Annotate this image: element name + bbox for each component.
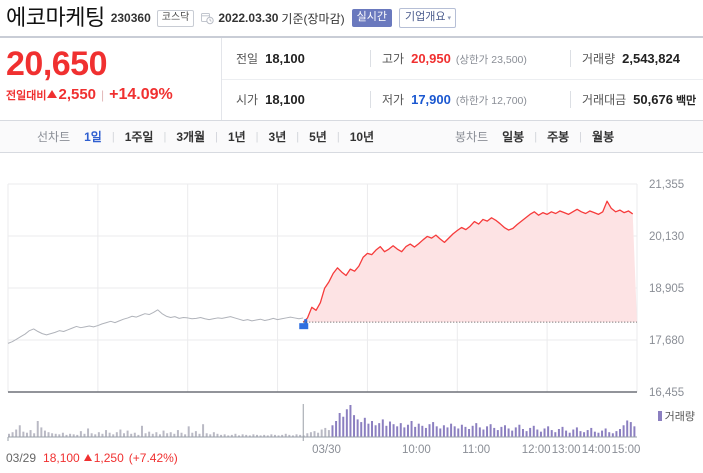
low-price-label: 저가 xyxy=(382,93,405,108)
high-price-value: 20,950 xyxy=(411,50,451,66)
chart-canvas[interactable]: 21,355 20,130 18,905 17,680 16,455 03/30 10:00… xyxy=(0,153,703,461)
low-price-value: 17,900 xyxy=(411,92,451,108)
prev-day-price: 18,100 xyxy=(43,451,80,465)
prev-close-value: 18,100 xyxy=(265,50,305,66)
price-panel: 20,650 전일대비 2,550 | +14.09% 전일 18,100 고가… xyxy=(0,38,703,121)
volume-legend-label: 거래량 xyxy=(664,411,695,423)
prev-day-summary: 03/29 18,100 1,250 (+7.42%) xyxy=(6,451,178,465)
page-header: 에코마케팅 230360 코스닥 2022.03.30 기준(장마감) 실시간 … xyxy=(0,0,703,38)
divider: | xyxy=(534,130,538,143)
lower-limit-value: (하한가 12,700) xyxy=(455,95,527,108)
tab-candle-weekly[interactable]: 주봉 xyxy=(547,130,570,144)
tab-candle-daily[interactable]: 일봉 xyxy=(502,130,525,144)
svg-text:14:00: 14:00 xyxy=(582,444,611,456)
svg-text:21,355: 21,355 xyxy=(649,179,684,191)
tab-period-10y[interactable]: 10년 xyxy=(349,130,375,144)
svg-text:15:00: 15:00 xyxy=(612,444,641,456)
prev-day-change: 1,250 xyxy=(93,451,124,465)
candle-chart-tabgroup: 봉차트 일봉 | 주봉 | 월봉 xyxy=(455,128,616,145)
clock-icon xyxy=(201,12,215,25)
stock-code: 230360 xyxy=(110,11,151,25)
price-change-percent: +14.09% xyxy=(109,85,173,103)
current-price: 20,650 xyxy=(6,45,108,83)
svg-text:16,455: 16,455 xyxy=(649,387,684,399)
triangle-up-icon xyxy=(83,454,92,461)
prev-close-cell: 전일 18,100 xyxy=(222,50,370,67)
price-change-row: 전일대비 2,550 | +14.09% xyxy=(6,86,221,104)
volume-cell: 거래량 2,543,824 xyxy=(570,49,703,67)
divider: | xyxy=(336,130,340,143)
chevron-down-icon: ▾ xyxy=(447,15,451,23)
volume-legend-swatch xyxy=(657,411,662,421)
price-detail-row-2: 시가 18,100 저가 17,900 (하한가 12,700) 거래대금 50… xyxy=(222,80,703,121)
divider: | xyxy=(579,130,583,143)
svg-text:20,130: 20,130 xyxy=(649,231,684,243)
price-change-label: 전일대비 xyxy=(6,89,47,102)
price-detail-grid: 전일 18,100 고가 20,950 (상한가 23,500) 거래량 2,5… xyxy=(222,38,703,120)
svg-text:18,905: 18,905 xyxy=(649,283,684,295)
tab-period-3y[interactable]: 3년 xyxy=(268,130,287,144)
intraday-chart[interactable]: 21,355 20,130 18,905 17,680 16,455 03/30 10:00… xyxy=(0,153,703,461)
high-price-cell: 고가 20,950 (상한가 23,500) xyxy=(370,49,570,67)
triangle-up-icon xyxy=(47,90,58,99)
volume-value: 2,543,824 xyxy=(622,50,680,66)
company-overview-dropdown[interactable]: 기업개요 ▾ xyxy=(399,8,456,28)
tab-candle-monthly[interactable]: 월봉 xyxy=(592,130,615,144)
svg-text:03/30: 03/30 xyxy=(312,444,341,456)
chart-tabbar: 선차트 1일 | 1주일 | 3개월 | 1년 | 3년 | 5년 | 10년 … xyxy=(0,121,703,153)
divider: | xyxy=(215,130,218,143)
svg-text:13:00: 13:00 xyxy=(552,444,581,456)
prev-day-date: 03/29 xyxy=(6,451,37,465)
tab-period-5y[interactable]: 5년 xyxy=(309,130,327,144)
high-price-label: 고가 xyxy=(382,51,405,66)
trade-amount-label: 거래대금 xyxy=(582,93,627,108)
realtime-badge[interactable]: 실시간 xyxy=(351,9,392,27)
open-price-label: 시가 xyxy=(236,93,259,108)
quote-basis: 기준(장마감) xyxy=(281,11,345,26)
svg-text:17,680: 17,680 xyxy=(649,335,684,347)
trade-amount-unit: 백만 xyxy=(675,95,697,108)
tab-period-1w[interactable]: 1주일 xyxy=(124,130,154,144)
prev-day-percent: (+7.42%) xyxy=(128,451,178,465)
volume-label: 거래량 xyxy=(582,51,616,66)
tab-period-1d[interactable]: 1일 xyxy=(84,130,102,144)
tab-period-3m[interactable]: 3개월 xyxy=(176,130,206,144)
market-badge: 코스닥 xyxy=(156,9,195,27)
divider: | xyxy=(111,130,115,143)
company-overview-label: 기업개요 xyxy=(405,11,446,24)
divider: | xyxy=(296,130,300,143)
chart-legend: 거래량 xyxy=(657,408,695,424)
current-price-block: 20,650 전일대비 2,550 | +14.09% xyxy=(0,38,222,120)
open-price-cell: 시가 18,100 xyxy=(222,91,370,108)
quote-date: 2022.03.30 xyxy=(218,11,279,25)
low-price-cell: 저가 17,900 (하한가 12,700) xyxy=(370,91,570,109)
page-title: 에코마케팅 xyxy=(6,5,105,30)
line-chart-label: 선차트 xyxy=(37,130,71,144)
svg-text:12:00: 12:00 xyxy=(522,444,551,456)
svg-text:10:00: 10:00 xyxy=(402,444,431,456)
trade-amount-value: 50,676 xyxy=(633,92,673,108)
divider: | xyxy=(101,87,105,102)
candle-chart-label: 봉차트 xyxy=(455,130,489,144)
price-change-value: 2,550 xyxy=(58,86,97,104)
open-price-value: 18,100 xyxy=(265,92,305,108)
prev-close-label: 전일 xyxy=(236,51,259,66)
divider: | xyxy=(255,130,259,143)
trade-amount-cell: 거래대금 50,676 백만 xyxy=(570,91,703,109)
upper-limit-value: (상한가 23,500) xyxy=(455,53,527,66)
svg-text:11:00: 11:00 xyxy=(462,444,490,456)
line-chart-tabgroup: 선차트 1일 | 1주일 | 3개월 | 1년 | 3년 | 5년 | 10년 xyxy=(37,128,376,145)
tab-period-1y[interactable]: 1년 xyxy=(227,130,246,144)
price-detail-row-1: 전일 18,100 고가 20,950 (상한가 23,500) 거래량 2,5… xyxy=(222,38,703,80)
divider: | xyxy=(163,130,167,143)
